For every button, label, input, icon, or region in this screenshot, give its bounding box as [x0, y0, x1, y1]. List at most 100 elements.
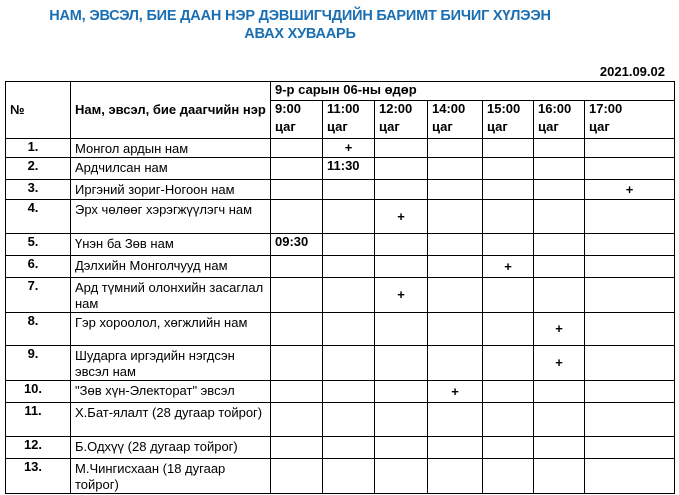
slot-cell	[482, 199, 534, 234]
slot-cell	[374, 345, 428, 381]
row-number: 6.	[5, 255, 71, 278]
slot-cell	[427, 458, 483, 494]
table-row: 12. Б.Одхүү (28 дугаар тойрог)	[5, 436, 676, 459]
time-label: 16:00	[538, 101, 572, 116]
time-unit: цаг	[432, 119, 453, 134]
table-row: 7. Ард түмний олонхийн засаглал нам +	[5, 277, 676, 313]
row-number: 5.	[5, 233, 71, 256]
slot-cell	[374, 436, 428, 459]
slot-mark: +	[482, 255, 534, 278]
slot-cell	[583, 233, 676, 256]
slot-cell	[270, 199, 323, 234]
table-row: 8. Гэр хороолол, хөгжлийн нам +	[5, 312, 676, 346]
slot-cell	[427, 436, 483, 459]
time-label: 15:00	[487, 101, 521, 116]
slot-cell	[322, 458, 375, 494]
table-row: 11. Х.Бат-ялалт (28 дугаар тойрог)	[5, 402, 676, 437]
slot-cell	[322, 233, 375, 256]
time-unit: цаг	[327, 119, 348, 134]
row-number: 1.	[5, 138, 71, 158]
document-date: 2021.09.02	[599, 64, 665, 79]
row-name: Шударга иргэдийн нэгдсэн эвсэл нам	[70, 345, 271, 381]
slot-cell	[482, 402, 534, 437]
document-title: НАМ, ЭВСЭЛ, БИЕ ДААН НЭР ДЭВШИГЧДИЙН БАР…	[0, 7, 600, 43]
time-label: 11:00	[327, 101, 360, 116]
slot-cell	[270, 436, 323, 459]
row-name: Үнэн ба Зөв нам	[70, 233, 271, 256]
slot-cell	[583, 436, 676, 459]
table-row: 2. Ардчилсан нам 11:30	[5, 157, 676, 180]
slot-cell	[482, 277, 534, 313]
slot-cell	[482, 436, 534, 459]
slot-cell	[427, 402, 483, 437]
slot-cell	[270, 458, 323, 494]
row-name: Иргэний зориг-Ногоон нам	[70, 179, 271, 200]
slot-cell	[270, 312, 323, 346]
table-row: 3. Иргэний зориг-Ногоон нам +	[5, 179, 676, 200]
row-number: 9.	[5, 345, 71, 381]
slot-mark: +	[374, 277, 428, 313]
header-name: Нам, эвсэл, бие даагчийн нэр	[70, 81, 271, 139]
header-time-5: 16:00 цаг	[533, 100, 585, 139]
slot-cell	[583, 255, 676, 278]
slot-cell	[533, 138, 585, 158]
slot-cell	[427, 157, 483, 180]
row-number: 10.	[5, 380, 71, 403]
table-row: 4. Эрх чөлөөг хэрэгжүүлэгч нам +	[5, 199, 676, 234]
slot-cell	[270, 255, 323, 278]
table-row: 9. Шударга иргэдийн нэгдсэн эвсэл нам +	[5, 345, 676, 381]
time-unit: цаг	[589, 119, 610, 134]
title-line-2: АВАХ ХУВААРЬ	[244, 26, 356, 42]
header-time-1: 11:00 цаг	[322, 100, 375, 139]
row-number: 13.	[5, 458, 71, 494]
header-time-6: 17:00 цаг	[583, 100, 676, 139]
slot-cell	[374, 179, 428, 200]
schedule-table: № Нам, эвсэл, бие даагчийн нэр 9-р сарын…	[5, 81, 676, 494]
slot-cell	[427, 255, 483, 278]
row-number: 11.	[5, 402, 71, 437]
slot-cell	[270, 402, 323, 437]
row-name: Ардчилсан нам	[70, 157, 271, 180]
row-number: 4.	[5, 199, 71, 234]
slot-cell	[374, 255, 428, 278]
slot-cell	[427, 199, 483, 234]
row-number: 3.	[5, 179, 71, 200]
slot-cell	[322, 179, 375, 200]
slot-cell	[322, 345, 375, 381]
slot-cell	[374, 312, 428, 346]
table-row: 6. Дэлхийн Монголчууд нам +	[5, 255, 676, 278]
slot-cell	[533, 233, 585, 256]
slot-cell	[374, 458, 428, 494]
slot-cell	[322, 255, 375, 278]
time-unit: цаг	[379, 119, 400, 134]
table-row: 1. Монгол ардын нам +	[5, 138, 676, 158]
slot-cell: 09:30	[270, 233, 323, 256]
slot-cell	[427, 138, 483, 158]
slot-cell	[533, 380, 585, 403]
slot-cell	[322, 402, 375, 437]
slot-cell	[270, 277, 323, 313]
slot-cell	[482, 345, 534, 381]
table-row: 10. "Зөв хүн-Электорат" эвсэл +	[5, 380, 676, 403]
slot-cell	[533, 157, 585, 180]
slot-mark: +	[533, 345, 585, 381]
slot-cell	[533, 255, 585, 278]
title-line-1: НАМ, ЭВСЭЛ, БИЕ ДААН НЭР ДЭВШИГЧДИЙН БАР…	[49, 8, 551, 24]
header-time-4: 15:00 цаг	[482, 100, 534, 139]
slot-mark: +	[533, 312, 585, 346]
slot-cell	[533, 179, 585, 200]
slot-cell	[482, 312, 534, 346]
slot-cell	[583, 402, 676, 437]
slot-cell	[482, 138, 534, 158]
table-row: 13. М.Чингисхаан (18 дугаар тойрог)	[5, 458, 676, 494]
slot-cell	[427, 277, 483, 313]
header-time-2: 12:00 цаг	[374, 100, 428, 139]
slot-cell	[322, 199, 375, 234]
slot-cell	[427, 233, 483, 256]
row-number: 7.	[5, 277, 71, 313]
time-label: 12:00	[379, 101, 413, 116]
slot-cell	[533, 277, 585, 313]
header-day: 9-р сарын 06-ны өдөр	[269, 81, 676, 101]
row-name: Гэр хороолол, хөгжлийн нам	[70, 312, 271, 346]
slot-cell	[583, 199, 676, 234]
